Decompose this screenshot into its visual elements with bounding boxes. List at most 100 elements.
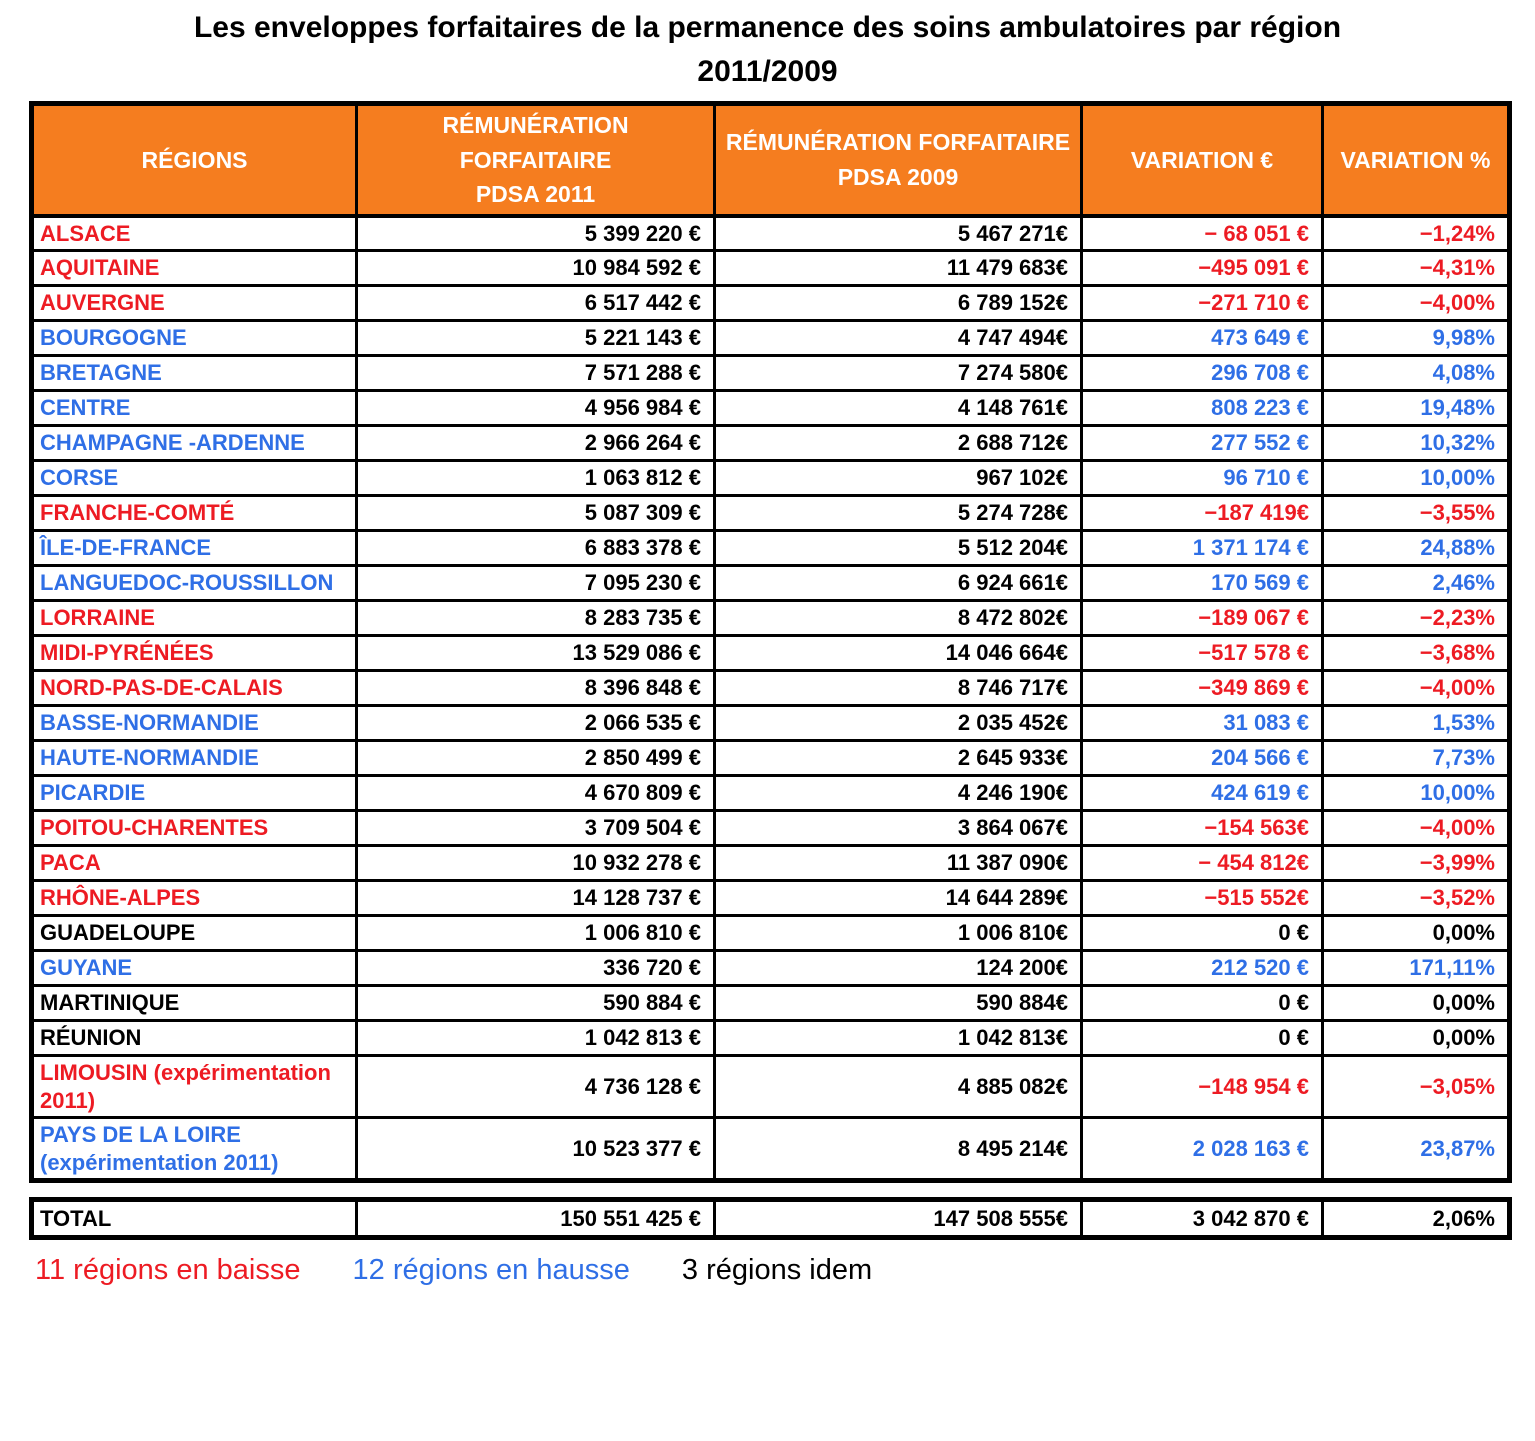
column-header-line1: RÉMUNÉRATION FORFAITAIRE bbox=[725, 129, 1071, 156]
variation-eur-cell: 424 619 € bbox=[1080, 774, 1324, 812]
table-row: CENTRE 4 956 984 € 4 148 761€ 808 223 € … bbox=[30, 389, 1511, 427]
total-row: TOTAL 150 551 425 € 147 508 555€ 3 042 8… bbox=[30, 1198, 1511, 1239]
total-label-cell: TOTAL bbox=[30, 1198, 358, 1239]
pdsa-2009-cell: 967 102€ bbox=[713, 459, 1083, 497]
region-cell: BRETAGNE bbox=[30, 354, 358, 392]
column-header-line1: VARIATION % bbox=[1340, 146, 1491, 173]
pdsa-2011-cell: 10 984 592 € bbox=[355, 249, 716, 287]
page-title-line1: Les enveloppes forfaitaires de la perman… bbox=[193, 11, 1342, 44]
pdsa-2011-cell: 1 063 812 € bbox=[355, 459, 716, 497]
variation-eur-cell: 212 520 € bbox=[1080, 949, 1324, 987]
table-row: CORSE 1 063 812 € 967 102€ 96 710 € 10,0… bbox=[30, 459, 1511, 497]
pdsa-2011-cell: 13 529 086 € bbox=[355, 634, 716, 672]
variation-pct-cell: 23,87% bbox=[1321, 1116, 1511, 1182]
pdsa-2011-cell: 5 399 220 € bbox=[355, 214, 716, 252]
variation-pct-cell: 10,00% bbox=[1321, 459, 1511, 497]
pdsa-2011-cell: 7 571 288 € bbox=[355, 354, 716, 392]
pdsa-2011-cell: 14 128 737 € bbox=[355, 879, 716, 917]
variation-pct-cell: −3,05% bbox=[1321, 1054, 1511, 1119]
variation-pct-cell: −4,31% bbox=[1321, 249, 1511, 287]
variation-pct-cell: 10,00% bbox=[1321, 774, 1511, 812]
pdsa-2011-cell: 10 523 377 € bbox=[355, 1116, 716, 1182]
region-cell: RHÔNE-ALPES bbox=[30, 879, 358, 917]
table-row: MARTINIQUE 590 884 € 590 884€ 0 € 0,00% bbox=[30, 984, 1511, 1022]
variation-pct-cell: 171,11% bbox=[1321, 949, 1511, 987]
variation-pct-cell: 7,73% bbox=[1321, 739, 1511, 777]
region-cell: POITOU-CHARENTES bbox=[30, 809, 358, 847]
pdsa-2009-cell: 2 688 712€ bbox=[713, 424, 1083, 462]
pdsa-2009-cell: 11 479 683€ bbox=[713, 249, 1083, 287]
variation-pct-cell: 9,98% bbox=[1321, 319, 1511, 357]
pdsa-2009-cell: 8 472 802€ bbox=[713, 599, 1083, 637]
pdsa-2011-cell: 2 850 499 € bbox=[355, 739, 716, 777]
region-cell: LIMOUSIN (expérimentation 2011) bbox=[30, 1054, 358, 1119]
pdsa-2011-cell: 2 066 535 € bbox=[355, 704, 716, 742]
table-row: LANGUEDOC-ROUSSILLON 7 095 230 € 6 924 6… bbox=[30, 564, 1511, 602]
region-cell: CHAMPAGNE -ARDENNE bbox=[30, 424, 358, 462]
column-header-line1: RÉGIONS bbox=[141, 146, 248, 173]
table-row: BRETAGNE 7 571 288 € 7 274 580€ 296 708 … bbox=[30, 354, 1511, 392]
total-variation-eur-cell: 3 042 870 € bbox=[1080, 1198, 1324, 1239]
table-row: MIDI-PYRÉNÉES 13 529 086 € 14 046 664€ −… bbox=[30, 634, 1511, 672]
total-pdsa-2009-cell: 147 508 555€ bbox=[713, 1198, 1083, 1239]
legend-item: 12 régions en hausse bbox=[352, 1254, 630, 1286]
column-header: VARIATION € bbox=[1080, 102, 1324, 218]
pdsa-2011-cell: 590 884 € bbox=[355, 984, 716, 1022]
pdsa-2009-cell: 4 148 761€ bbox=[713, 389, 1083, 427]
variation-pct-cell: 19,48% bbox=[1321, 389, 1511, 427]
pdsa-2009-cell: 5 467 271€ bbox=[713, 214, 1083, 252]
table-row: RÉUNION 1 042 813 € 1 042 813€ 0 € 0,00% bbox=[30, 1019, 1511, 1057]
variation-pct-cell: 0,00% bbox=[1321, 984, 1511, 1022]
variation-eur-cell: −154 563€ bbox=[1080, 809, 1324, 847]
region-cell: CORSE bbox=[30, 459, 358, 497]
total-pdsa-2011-cell: 150 551 425 € bbox=[355, 1198, 716, 1239]
pdsa-2009-cell: 4 885 082€ bbox=[713, 1054, 1083, 1119]
region-cell: GUADELOUPE bbox=[30, 914, 358, 952]
region-cell: CENTRE bbox=[30, 389, 358, 427]
total-table: TOTAL 150 551 425 € 147 508 555€ 3 042 8… bbox=[29, 1197, 1512, 1240]
table-header-row: RÉGIONS RÉMUNÉRATION FORFAITAIRE PDSA 20… bbox=[30, 102, 1511, 218]
pdsa-2009-cell: 8 495 214€ bbox=[713, 1116, 1083, 1182]
table-row: RHÔNE-ALPES 14 128 737 € 14 644 289€ −51… bbox=[30, 879, 1511, 917]
variation-eur-cell: 204 566 € bbox=[1080, 739, 1324, 777]
pdsa-2009-cell: 124 200€ bbox=[713, 949, 1083, 987]
pdsa-2009-cell: 5 274 728€ bbox=[713, 494, 1083, 532]
table-row: AUVERGNE 6 517 442 € 6 789 152€ −271 710… bbox=[30, 284, 1511, 322]
table-row: ALSACE 5 399 220 € 5 467 271€ − 68 051 €… bbox=[30, 214, 1511, 252]
variation-eur-cell: 2 028 163 € bbox=[1080, 1116, 1324, 1182]
table-row: FRANCHE-COMTÉ 5 087 309 € 5 274 728€ −18… bbox=[30, 494, 1511, 532]
variation-pct-cell: 24,88% bbox=[1321, 529, 1511, 567]
pdsa-2009-cell: 8 746 717€ bbox=[713, 669, 1083, 707]
column-header: RÉGIONS bbox=[30, 102, 358, 218]
table-row: GUYANE 336 720 € 124 200€ 212 520 € 171,… bbox=[30, 949, 1511, 987]
pdsa-2011-cell: 10 932 278 € bbox=[355, 844, 716, 882]
table-row: PAYS DE LA LOIRE (expérimentation 2011) … bbox=[30, 1116, 1511, 1182]
table-row: CHAMPAGNE -ARDENNE 2 966 264 € 2 688 712… bbox=[30, 424, 1511, 462]
table-row: GUADELOUPE 1 006 810 € 1 006 810€ 0 € 0,… bbox=[30, 914, 1511, 952]
pdsa-2011-cell: 1 006 810 € bbox=[355, 914, 716, 952]
table-row: AQUITAINE 10 984 592 € 11 479 683€ −495 … bbox=[30, 249, 1511, 287]
pdsa-2009-cell: 3 864 067€ bbox=[713, 809, 1083, 847]
page: Les enveloppes forfaitaires de la perman… bbox=[29, 11, 1512, 1286]
variation-eur-cell: 0 € bbox=[1080, 914, 1324, 952]
variation-pct-cell: −3,55% bbox=[1321, 494, 1511, 532]
pdsa-2011-cell: 4 670 809 € bbox=[355, 774, 716, 812]
table-row: PACA 10 932 278 € 11 387 090€ − 454 812€… bbox=[30, 844, 1511, 882]
table-row: LORRAINE 8 283 735 € 8 472 802€ −189 067… bbox=[30, 599, 1511, 637]
variation-eur-cell: −189 067 € bbox=[1080, 599, 1324, 637]
variation-eur-cell: −349 869 € bbox=[1080, 669, 1324, 707]
region-cell: AUVERGNE bbox=[30, 284, 358, 322]
region-cell: GUYANE bbox=[30, 949, 358, 987]
pdsa-2011-cell: 4 736 128 € bbox=[355, 1054, 716, 1119]
variation-eur-cell: 1 371 174 € bbox=[1080, 529, 1324, 567]
variation-eur-cell: −495 091 € bbox=[1080, 249, 1324, 287]
variation-eur-cell: − 68 051 € bbox=[1080, 214, 1324, 252]
region-cell: MARTINIQUE bbox=[30, 984, 358, 1022]
variation-pct-cell: −3,52% bbox=[1321, 879, 1511, 917]
region-cell: PICARDIE bbox=[30, 774, 358, 812]
region-cell: MIDI-PYRÉNÉES bbox=[30, 634, 358, 672]
pdsa-2011-cell: 6 517 442 € bbox=[355, 284, 716, 322]
variation-pct-cell: 4,08% bbox=[1321, 354, 1511, 392]
pdsa-2011-cell: 336 720 € bbox=[355, 949, 716, 987]
pdsa-2009-cell: 2 645 933€ bbox=[713, 739, 1083, 777]
